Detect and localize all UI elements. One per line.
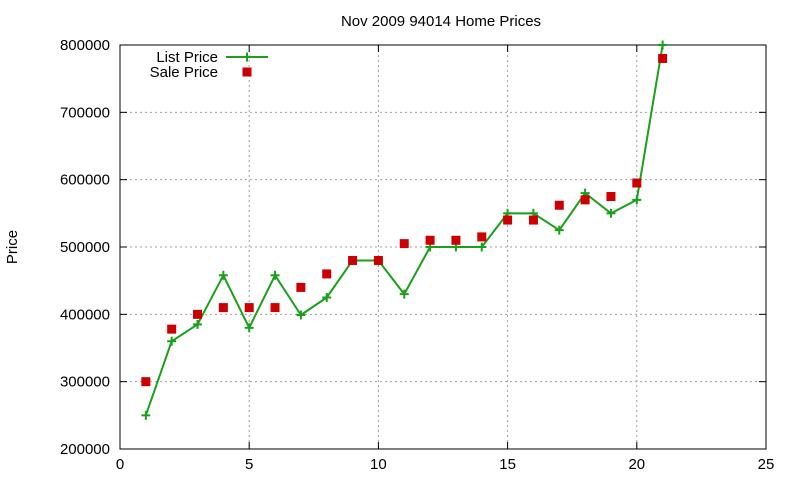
list-price-point xyxy=(606,208,616,218)
legend-label: List Price xyxy=(156,49,218,66)
sale-price-point xyxy=(322,269,332,279)
x-tick-label: 15 xyxy=(499,456,516,473)
list-price-point xyxy=(322,293,332,302)
list-price-point xyxy=(141,410,151,420)
sale-price-point xyxy=(348,255,358,265)
x-tick-label: 25 xyxy=(758,456,775,473)
sale-price-point xyxy=(141,377,151,387)
axes: 0 5 10 15 20 25 200000 300000 400000 500000 600000… xyxy=(60,37,774,473)
series-sale-price xyxy=(141,53,668,387)
list-price-point xyxy=(658,40,668,50)
legend-entry-sale-price: Sale Price xyxy=(150,64,252,81)
legend-entry-list-price: List Price xyxy=(156,49,268,66)
y-tick-label: 300000 xyxy=(60,374,110,391)
sale-price-point xyxy=(425,235,435,245)
x-tick-label: 20 xyxy=(628,456,645,473)
y-tick-label: 800000 xyxy=(60,37,110,54)
x-tick-label: 0 xyxy=(116,456,124,473)
sale-price-point xyxy=(632,178,642,188)
list-price-point xyxy=(244,323,254,333)
x-tick-label: 10 xyxy=(370,456,387,473)
list-price-point xyxy=(167,336,177,346)
sale-price-point xyxy=(477,232,487,242)
list-price-point xyxy=(632,195,642,205)
y-tick-label: 600000 xyxy=(60,172,110,189)
sale-price-point xyxy=(528,215,538,225)
series xyxy=(141,40,668,420)
y-axis-label: Price xyxy=(4,230,21,264)
sale-price-point xyxy=(580,195,590,205)
sale-price-point xyxy=(554,200,564,210)
list-price-point xyxy=(218,270,228,280)
y-tick-label: 500000 xyxy=(60,239,110,256)
sale-price-point xyxy=(244,303,254,313)
list-price-point xyxy=(477,242,487,252)
sale-price-point xyxy=(658,53,668,63)
sale-price-point xyxy=(167,324,177,334)
sale-price-point xyxy=(270,303,280,313)
sale-price-point xyxy=(373,255,383,265)
legend-marker xyxy=(242,52,252,62)
list-price-point xyxy=(270,270,280,280)
sale-price-point xyxy=(399,239,409,249)
grid xyxy=(120,45,766,449)
sale-price-point xyxy=(218,303,228,313)
legend-label: Sale Price xyxy=(150,64,218,81)
sale-price-point xyxy=(503,215,513,225)
list-price-point xyxy=(399,289,409,299)
y-tick-label: 200000 xyxy=(60,441,110,458)
sale-price-point xyxy=(606,192,616,201)
legend-marker xyxy=(242,67,252,77)
y-tick-label: 400000 xyxy=(60,306,110,323)
list-price-point xyxy=(296,310,306,320)
chart-title: Nov 2009 94014 Home Prices xyxy=(341,13,541,30)
list-price-point xyxy=(193,319,203,329)
y-tick-label: 700000 xyxy=(60,104,110,121)
sale-price-point xyxy=(296,282,306,292)
sale-price-point xyxy=(193,309,203,319)
x-tick-label: 5 xyxy=(245,456,253,473)
list-price-point xyxy=(554,225,564,235)
sale-price-point xyxy=(451,235,461,245)
